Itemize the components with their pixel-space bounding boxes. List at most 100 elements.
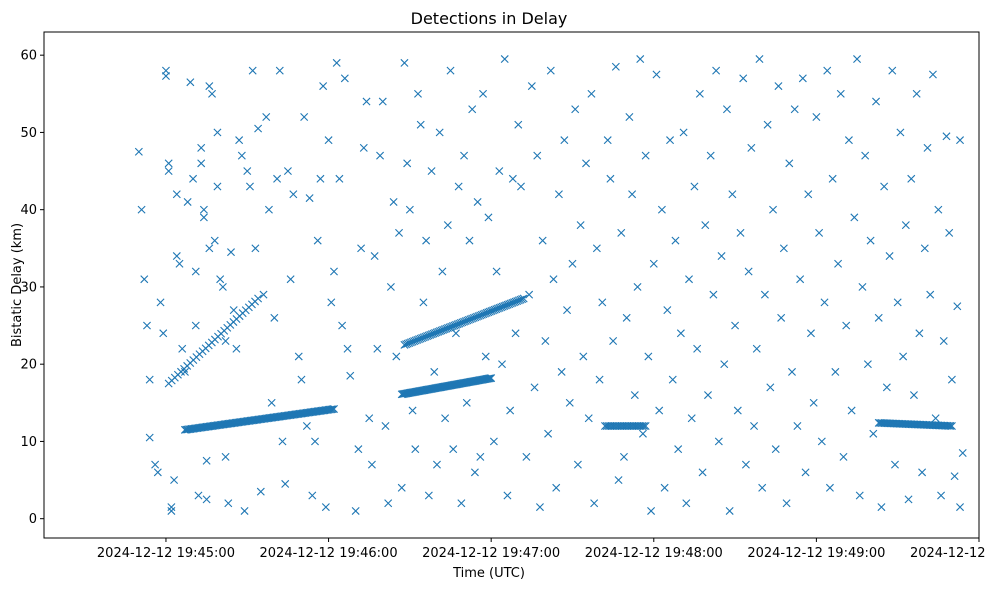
data-point <box>191 321 200 330</box>
data-point <box>533 151 542 160</box>
data-point <box>400 58 409 67</box>
data-point <box>254 294 263 303</box>
data-point <box>565 398 574 407</box>
data-point <box>687 414 696 423</box>
data-points <box>134 55 967 515</box>
data-point <box>500 55 509 64</box>
data-point <box>468 105 477 114</box>
data-point <box>855 491 864 500</box>
data-point <box>907 174 916 183</box>
data-point <box>541 337 550 345</box>
data-point <box>328 405 337 414</box>
data-point <box>628 190 637 199</box>
y-axis-label: Bistatic Delay (km) <box>10 223 25 347</box>
data-point <box>796 275 805 284</box>
data-point <box>641 421 650 430</box>
data-point <box>660 483 669 492</box>
data-point <box>706 151 715 160</box>
y-tick-label: 60 <box>20 49 37 64</box>
data-point <box>763 120 772 129</box>
data-point <box>538 236 547 245</box>
data-point <box>893 298 902 307</box>
data-point <box>319 82 328 91</box>
data-point <box>359 143 368 152</box>
data-point <box>923 143 932 152</box>
data-point <box>297 375 306 384</box>
data-point <box>270 313 279 322</box>
data-point <box>251 244 260 253</box>
data-point <box>213 128 222 137</box>
data-point <box>619 452 628 461</box>
data-point <box>191 267 200 276</box>
data-point <box>728 190 737 199</box>
data-point <box>451 329 460 338</box>
data-point <box>419 298 428 307</box>
data-point <box>584 414 593 423</box>
data-point <box>438 267 447 276</box>
data-point <box>947 421 956 430</box>
data-point <box>305 194 314 203</box>
x-tick-label: 2024-12-12 19:47:00 <box>422 546 560 561</box>
data-point <box>530 383 539 392</box>
data-point <box>863 360 872 369</box>
data-point <box>232 344 241 353</box>
data-point <box>945 228 954 237</box>
data-point <box>674 445 683 454</box>
data-point <box>329 405 338 413</box>
data-point <box>194 491 203 500</box>
data-point <box>953 302 962 311</box>
data-point <box>836 89 845 98</box>
data-point <box>446 66 455 75</box>
data-point <box>237 151 246 160</box>
data-point <box>944 421 953 430</box>
data-point <box>698 468 707 477</box>
data-point <box>462 398 471 407</box>
data-point <box>755 55 764 64</box>
data-point <box>343 344 352 353</box>
data-point <box>844 136 853 145</box>
data-point <box>804 190 813 199</box>
data-point <box>175 259 184 268</box>
data-point <box>164 159 173 168</box>
data-point <box>281 479 290 488</box>
data-point <box>782 499 791 508</box>
data-point <box>956 136 965 145</box>
data-point <box>714 437 723 446</box>
data-point <box>579 352 588 361</box>
data-point <box>563 306 572 315</box>
data-point <box>817 437 826 446</box>
data-point <box>885 252 894 261</box>
data-point <box>655 406 664 415</box>
data-point <box>378 97 387 106</box>
data-point <box>443 221 452 230</box>
data-point <box>167 506 176 515</box>
data-point <box>701 221 710 230</box>
data-point <box>340 74 349 83</box>
data-point <box>823 66 832 75</box>
data-point <box>365 414 374 423</box>
data-point <box>151 460 160 469</box>
data-point <box>137 205 146 214</box>
data-point <box>535 503 544 512</box>
data-point <box>774 82 783 91</box>
data-point <box>834 259 843 268</box>
data-point <box>554 190 563 199</box>
data-point <box>262 112 271 121</box>
data-point <box>302 421 311 430</box>
data-point <box>720 360 729 369</box>
data-point <box>546 66 555 75</box>
data-point <box>140 275 149 284</box>
data-point <box>153 468 162 477</box>
data-point <box>801 468 810 477</box>
data-point <box>221 337 230 345</box>
data-point <box>695 89 704 98</box>
data-point <box>798 74 807 83</box>
data-point <box>178 344 187 353</box>
data-point <box>362 97 371 106</box>
data-point <box>598 298 607 307</box>
data-point <box>227 248 235 257</box>
data-point <box>170 476 179 485</box>
data-point <box>210 236 219 245</box>
chart-title: Detections in Delay <box>411 9 568 28</box>
data-point <box>473 197 482 206</box>
